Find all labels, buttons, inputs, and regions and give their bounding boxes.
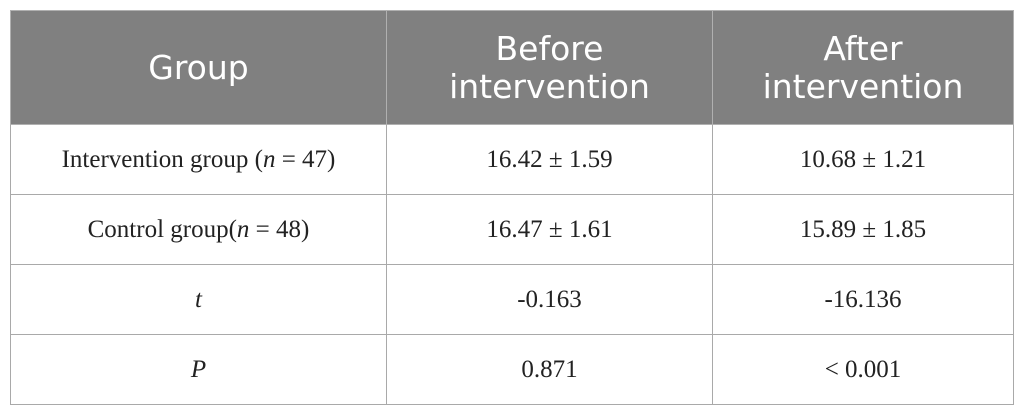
table-row: Intervention group (n = 47) 16.42 ± 1.59… <box>10 124 1014 195</box>
table-body: Intervention group (n = 47) 16.42 ± 1.59… <box>10 124 1014 405</box>
cell-before: 16.47 ± 1.61 <box>386 194 713 265</box>
group-label-variable: t <box>195 285 202 313</box>
cell-after: 15.89 ± 1.85 <box>712 194 1014 265</box>
group-label-suffix: = 47) <box>275 145 336 173</box>
cell-after: < 0.001 <box>712 334 1014 405</box>
group-label-prefix: Intervention group ( <box>61 145 263 173</box>
cell-after: 10.68 ± 1.21 <box>712 124 1014 195</box>
table-row: P 0.871 < 0.001 <box>10 334 1014 405</box>
cell-after: -16.136 <box>712 264 1014 335</box>
table-row: t -0.163 -16.136 <box>10 264 1014 335</box>
group-label-prefix: Control group( <box>87 215 237 243</box>
table-row: Control group(n = 48) 16.47 ± 1.61 15.89… <box>10 194 1014 265</box>
header-before-intervention: Before intervention <box>386 10 713 125</box>
results-table: Group Before intervention After interven… <box>10 10 1014 405</box>
group-label-variable: n <box>262 145 276 173</box>
header-after-intervention: After intervention <box>712 10 1014 125</box>
cell-group: Intervention group (n = 47) <box>10 124 387 195</box>
cell-group: P <box>10 334 387 405</box>
cell-group: t <box>10 264 387 335</box>
cell-before: 16.42 ± 1.59 <box>386 124 713 195</box>
cell-group: Control group(n = 48) <box>10 194 387 265</box>
group-label-suffix: = 48) <box>249 215 310 243</box>
table-header: Group Before intervention After interven… <box>10 10 1014 125</box>
group-label-variable: n <box>236 215 250 243</box>
cell-before: 0.871 <box>386 334 713 405</box>
group-label-variable: P <box>190 355 207 383</box>
header-group: Group <box>10 10 387 125</box>
header-row: Group Before intervention After interven… <box>10 10 1014 125</box>
cell-before: -0.163 <box>386 264 713 335</box>
